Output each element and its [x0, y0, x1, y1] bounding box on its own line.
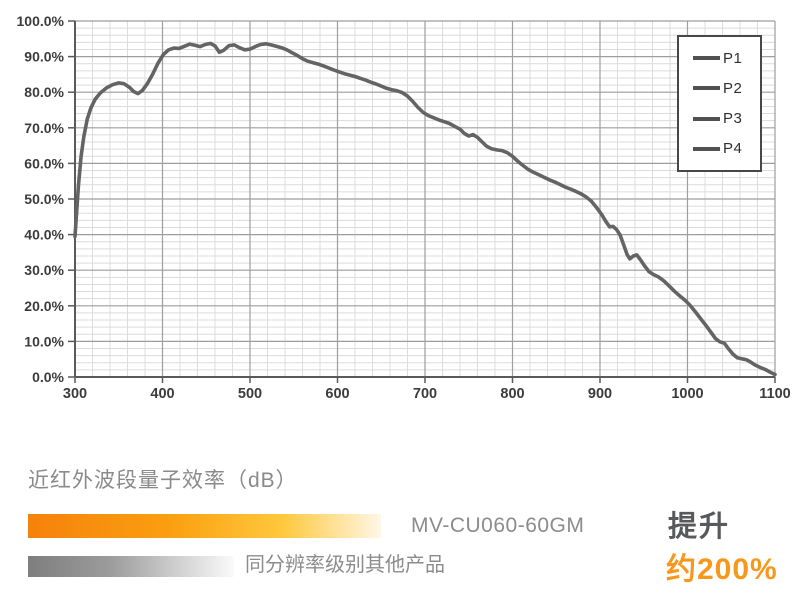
y-tick-label: 60.0% — [24, 155, 64, 171]
y-tick-label: 10.0% — [24, 333, 64, 349]
y-tick-label: 100.0% — [17, 13, 65, 29]
legend-label: P3 — [723, 110, 743, 128]
y-tick-label: 20.0% — [24, 298, 64, 314]
bar-label-other-products: 同分辨率级别其他产品 — [245, 554, 445, 576]
y-tick-label: 30.0% — [24, 262, 64, 278]
legend-label: P1 — [723, 49, 743, 67]
x-tick-label: 400 — [150, 386, 174, 402]
chart-caption: 近红外波段量子效率（dB） — [28, 469, 298, 492]
improvement-label: 提升 — [668, 511, 731, 543]
y-tick-label: 0.0% — [32, 369, 64, 385]
legend-item-p2: P2 — [693, 80, 760, 97]
legend-label: P4 — [723, 140, 743, 158]
qe-line-chart: 300 400 500 600 700 800 900 1000 1100 0.0% 10.0% 20… — [17, 13, 791, 402]
x-tick-label: 600 — [325, 386, 349, 402]
y-tick-label: 50.0% — [24, 191, 64, 207]
x-tick-label: 500 — [238, 386, 262, 402]
y-tick-label: 40.0% — [24, 227, 64, 243]
x-tick-label: 900 — [588, 386, 612, 402]
x-tick-label: 1000 — [671, 386, 703, 402]
series-P1 — [73, 41, 777, 377]
y-tick-label: 70.0% — [24, 120, 64, 136]
legend-label: P2 — [723, 79, 743, 97]
bar-label-mv-cu060: MV-CU060-60GM — [411, 514, 585, 537]
legend-item-p4: P4 — [693, 140, 760, 157]
legend-item-p1: P1 — [693, 50, 760, 67]
x-tick-label: 700 — [413, 386, 437, 402]
bar-other-products — [28, 556, 234, 577]
legend-item-p3: P3 — [693, 110, 760, 127]
bar-mv-cu060 — [28, 514, 381, 538]
x-tick-label: 800 — [500, 386, 524, 402]
improvement-value: 约200% — [666, 553, 778, 586]
legend-line-sample — [693, 56, 720, 61]
y-tick-label: 80.0% — [24, 84, 64, 100]
x-tick-label: 1100 — [759, 386, 790, 402]
chart-legend: P1 P2 P3 P4 — [677, 35, 762, 172]
legend-line-sample — [693, 86, 720, 91]
chart-canvas: 300 400 500 600 700 800 900 1000 1100 0.0% 10.0% 20… — [17, 13, 791, 402]
legend-line-sample — [693, 116, 720, 121]
x-tick-label: 300 — [63, 386, 87, 402]
y-tick-label: 90.0% — [24, 49, 64, 65]
legend-line-sample — [693, 146, 720, 151]
